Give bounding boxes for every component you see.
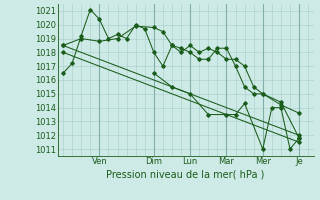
- X-axis label: Pression niveau de la mer( hPa ): Pression niveau de la mer( hPa ): [107, 169, 265, 179]
